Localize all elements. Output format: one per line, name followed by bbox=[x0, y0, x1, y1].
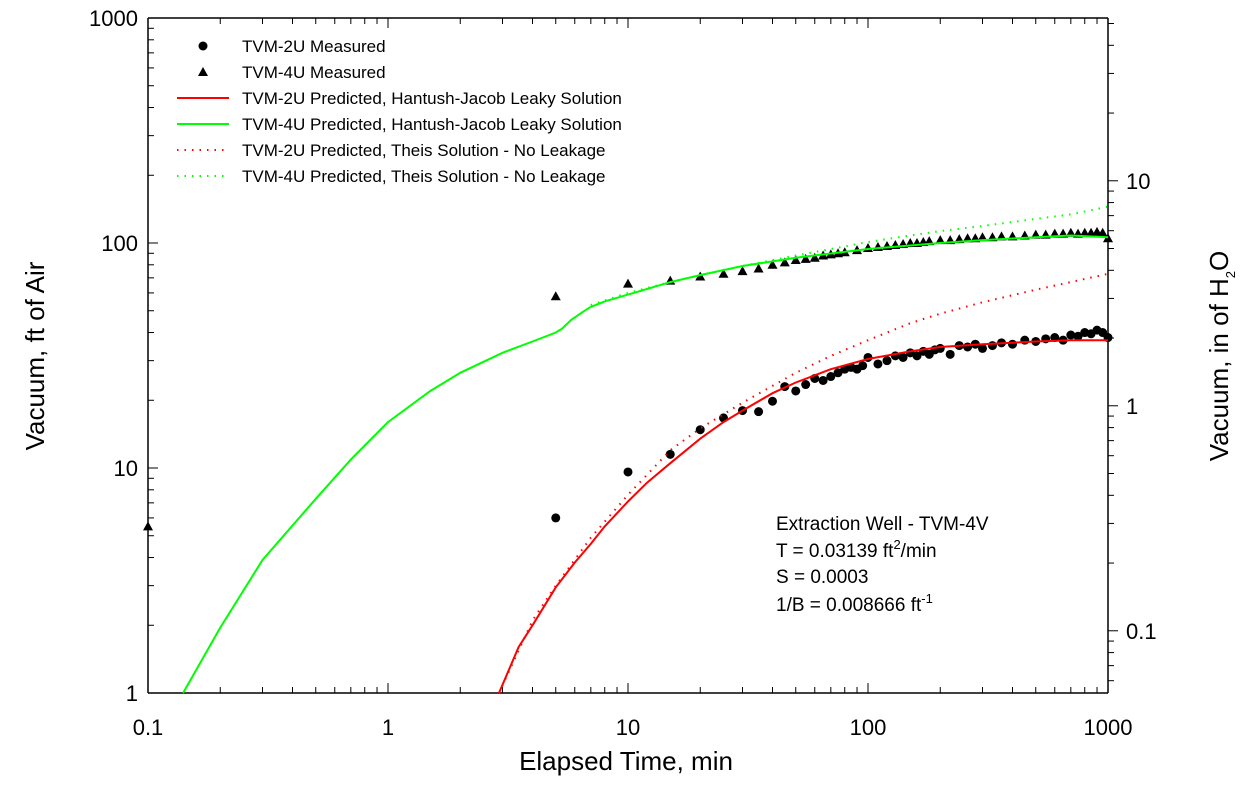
data-point-0 bbox=[1020, 335, 1030, 345]
data-point-0 bbox=[826, 372, 836, 382]
legend-label-tvm2u-hantush: TVM-2U Predicted, Hantush-Jacob Leaky So… bbox=[242, 89, 622, 108]
data-point-1 bbox=[1065, 227, 1076, 237]
data-point-1 bbox=[809, 252, 820, 262]
y-tick-label: 100 bbox=[101, 231, 138, 256]
x-tick-label: 1000 bbox=[1084, 715, 1133, 740]
x-axis-title: Elapsed Time, min bbox=[519, 746, 733, 776]
y2-axis-title-tail: O bbox=[1204, 251, 1234, 271]
data-point-0 bbox=[791, 386, 801, 396]
data-point-1 bbox=[1103, 233, 1113, 243]
series-layer bbox=[143, 205, 1113, 694]
y-tick-label: 1 bbox=[126, 681, 138, 706]
annotation-transmissivity: T = 0.03139 ft2/min bbox=[776, 537, 937, 562]
x-tick-label: 1 bbox=[382, 715, 394, 740]
data-point-0 bbox=[858, 361, 868, 371]
data-point-1 bbox=[737, 266, 748, 276]
y-axis-title: Vacuum, ft of Air bbox=[20, 261, 50, 450]
data-point-0 bbox=[833, 368, 843, 378]
data-point-0 bbox=[767, 396, 777, 406]
data-point-1 bbox=[550, 291, 561, 301]
legend-label-tvm2u-theis: TVM-2U Predicted, Theis Solution - No Le… bbox=[242, 141, 605, 160]
x-tick-label: 10 bbox=[616, 715, 640, 740]
parameters-annotation: Extraction Well - TVM-4V T = 0.03139 ft2… bbox=[776, 514, 989, 616]
y2-tick-label: 0.1 bbox=[1126, 619, 1157, 644]
data-point-0 bbox=[801, 380, 811, 390]
x-tick-label: 100 bbox=[850, 715, 887, 740]
data-point-0 bbox=[978, 343, 988, 353]
data-point-1 bbox=[623, 278, 633, 288]
legend-label-tvm4u-measured: TVM-4U Measured bbox=[242, 63, 386, 82]
y2-tick-label: 10 bbox=[1126, 169, 1150, 194]
data-point-1 bbox=[143, 521, 153, 531]
series-line-4 bbox=[498, 272, 1109, 694]
annotation-leakage: 1/B = 0.008666 ft-1 bbox=[776, 591, 933, 616]
data-point-1 bbox=[790, 255, 801, 265]
data-point-0 bbox=[987, 341, 997, 351]
data-point-0 bbox=[945, 349, 955, 359]
series-2 bbox=[498, 339, 1108, 694]
annotation-leakage-sup: -1 bbox=[921, 591, 933, 606]
data-point-0 bbox=[754, 407, 764, 417]
ticks: 0.1 1 10 100 1000 1 10 100 1000 0.1 1 10 bbox=[89, 6, 1157, 740]
data-point-0 bbox=[912, 351, 922, 361]
data-point-0 bbox=[963, 342, 973, 352]
y2-axis-title: Vacuum, in of H2O bbox=[1204, 251, 1238, 462]
data-point-1 bbox=[1097, 227, 1108, 237]
data-point-0 bbox=[1066, 330, 1076, 340]
annotation-transmissivity-value: T = 0.03139 ft bbox=[776, 541, 894, 562]
data-point-0 bbox=[818, 375, 828, 385]
data-point-1 bbox=[800, 253, 811, 263]
data-point-0 bbox=[695, 425, 705, 435]
legend-label-tvm2u-measured: TVM-2U Measured bbox=[242, 37, 386, 56]
annotation-storativity: S = 0.0003 bbox=[776, 567, 868, 588]
data-point-1 bbox=[1079, 227, 1090, 237]
legend-marker-tvm2u-measured bbox=[198, 41, 208, 51]
data-point-0 bbox=[873, 359, 883, 369]
data-point-0 bbox=[551, 513, 561, 523]
data-point-0 bbox=[665, 449, 675, 459]
annotation-leakage-value: 1/B = 0.008666 ft bbox=[776, 595, 922, 616]
legend-marker-tvm4u-measured bbox=[198, 67, 208, 76]
y2-axis-title-subscript: 2 bbox=[1223, 271, 1238, 278]
series-line-2 bbox=[498, 339, 1108, 694]
annotation-well: Extraction Well - TVM-4V bbox=[776, 514, 989, 535]
legend-label-tvm4u-theis: TVM-4U Predicted, Theis Solution - No Le… bbox=[242, 167, 605, 186]
y-tick-label: 1000 bbox=[89, 6, 138, 31]
y-tick-label: 10 bbox=[114, 456, 138, 481]
data-point-0 bbox=[882, 356, 892, 366]
y2-axis-title-main: Vacuum, in of H bbox=[1204, 278, 1234, 461]
data-point-0 bbox=[1007, 339, 1017, 349]
annotation-transmissivity-sup: 2 bbox=[893, 537, 900, 552]
annotation-transmissivity-unit: /min bbox=[901, 541, 937, 562]
data-point-1 bbox=[718, 268, 729, 278]
data-point-1 bbox=[872, 241, 883, 251]
data-point-1 bbox=[779, 257, 790, 267]
x-tick-label: 0.1 bbox=[133, 715, 164, 740]
data-point-1 bbox=[767, 259, 778, 269]
series-4 bbox=[498, 272, 1109, 694]
data-point-1 bbox=[863, 243, 873, 253]
series-1 bbox=[143, 226, 1113, 531]
legend: TVM-2U Measured TVM-4U Measured TVM-2U P… bbox=[177, 37, 622, 186]
series-line-3 bbox=[182, 234, 1109, 694]
series-3 bbox=[182, 234, 1109, 694]
data-point-0 bbox=[1073, 331, 1083, 341]
legend-label-tvm4u-hantush: TVM-4U Predicted, Hantush-Jacob Leaky So… bbox=[242, 115, 622, 134]
data-point-1 bbox=[753, 263, 764, 273]
data-point-0 bbox=[623, 467, 633, 477]
y2-tick-label: 1 bbox=[1126, 394, 1138, 419]
data-point-0 bbox=[898, 352, 908, 362]
